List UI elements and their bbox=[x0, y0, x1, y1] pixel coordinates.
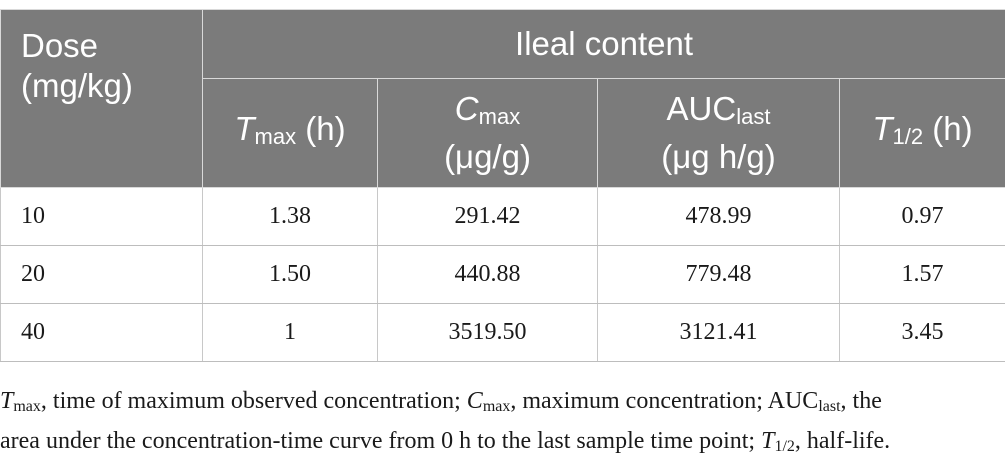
tmax-header: Tmax (h) bbox=[202, 78, 378, 188]
thalf-header: T1/2 (h) bbox=[838, 78, 1005, 188]
cmax-header: Cmax (μg/g) bbox=[377, 78, 598, 188]
dose-cell: 20 bbox=[0, 245, 203, 304]
auclast-header: AUClast (μg h/g) bbox=[597, 78, 840, 188]
table-body: 10 1.38 291.42 478.99 0.97 20 1.50 440.8… bbox=[0, 187, 1005, 362]
footnote-line-1: Tmax, time of maximum observed concentra… bbox=[0, 388, 882, 415]
footnote-line-2: area under the concentration-time curve … bbox=[0, 428, 891, 455]
ileal-content-header: Ileal content bbox=[201, 9, 1005, 79]
dose-cell: 40 bbox=[0, 303, 203, 362]
auclast-cell: 779.48 bbox=[597, 245, 840, 304]
cmax-cell: 3519.50 bbox=[377, 303, 598, 362]
thalf-cell: 0.97 bbox=[838, 187, 1005, 246]
pk-table: Dose (mg/kg) Ileal content Tmax (h) Cmax… bbox=[0, 9, 1005, 362]
cmax-cell: 291.42 bbox=[377, 187, 598, 246]
dose-header-line1: Dose bbox=[21, 27, 99, 64]
thalf-cell: 3.45 bbox=[838, 303, 1005, 362]
table-footnote: Tmax, time of maximum observed concentra… bbox=[0, 384, 1005, 464]
tmax-cell: 1 bbox=[202, 303, 378, 362]
dose-header-line2: (mg/kg) bbox=[21, 67, 133, 104]
tmax-cell: 1.38 bbox=[202, 187, 378, 246]
tmax-cell: 1.50 bbox=[202, 245, 378, 304]
dose-header: Dose (mg/kg) bbox=[0, 9, 203, 188]
auclast-cell: 3121.41 bbox=[597, 303, 840, 362]
table-row: 20 1.50 440.88 779.48 1.57 bbox=[0, 245, 1005, 304]
table-row: 10 1.38 291.42 478.99 0.97 bbox=[0, 187, 1005, 246]
cmax-cell: 440.88 bbox=[377, 245, 598, 304]
table-header: Dose (mg/kg) Ileal content Tmax (h) Cmax… bbox=[0, 9, 1005, 188]
thalf-cell: 1.57 bbox=[838, 245, 1005, 304]
dose-cell: 10 bbox=[0, 187, 203, 246]
auclast-cell: 478.99 bbox=[597, 187, 840, 246]
table-row: 40 1 3519.50 3121.41 3.45 bbox=[0, 303, 1005, 362]
